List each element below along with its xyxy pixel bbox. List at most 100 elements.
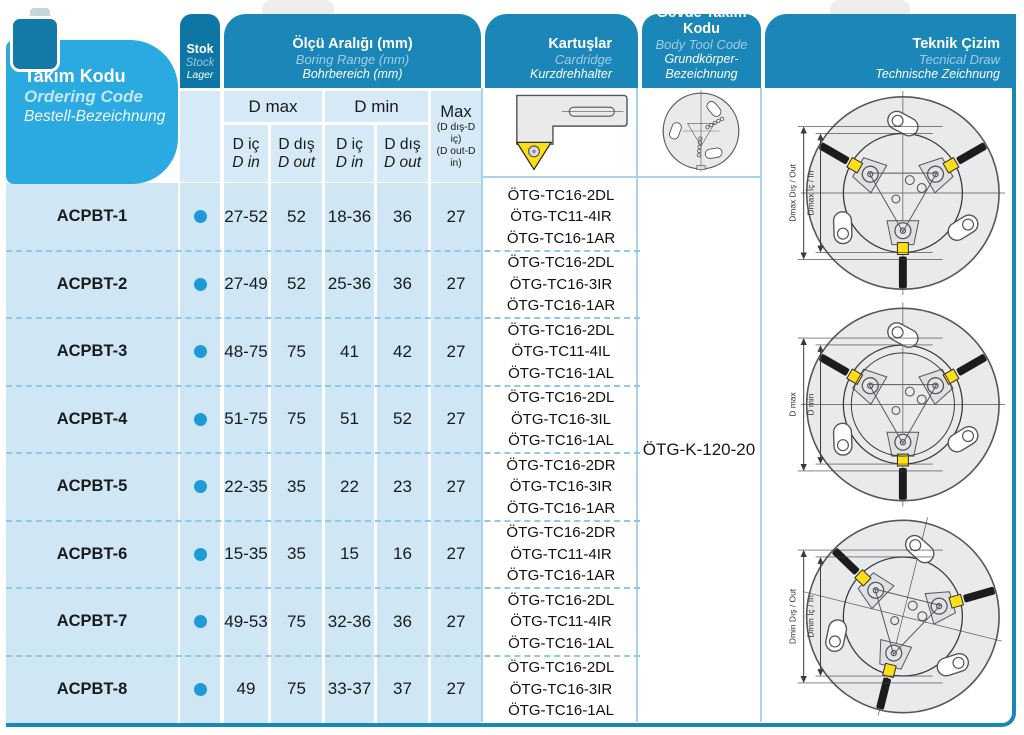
dmin-dout-value: 42: [377, 318, 428, 386]
body-tool-code-label-de: Grundkörper-Bezeichnung: [664, 52, 739, 81]
stock-indicator-dot: [193, 210, 207, 224]
ordering-code: ACPBT-6: [56, 544, 128, 563]
cartridge-code: ÖTG-TC16-1AR: [506, 229, 616, 247]
dmax-din-value: 48-75: [224, 318, 268, 386]
ordering-code-cell: ACPBT-3: [6, 318, 178, 386]
dmax-din-value: 22-35: [224, 453, 268, 521]
cartridge-cell: ÖTG-TC16-2DL ÖTG-TC11-4IR ÖTG-TC16-1AL: [484, 588, 638, 656]
technical-drawing-dmax-dmin: D max D min: [788, 301, 1006, 508]
dmin-din-value: 25-36: [325, 250, 374, 318]
cartridge-code: ÖTG-TC16-2DL: [507, 389, 615, 406]
cartridge-code: ÖTG-TC11-4IR: [510, 208, 612, 225]
stock-cell: [180, 588, 220, 656]
table-body: ACPBT-1 27-52 52 18-36 36 27 ÖTG-TC16-2D…: [6, 183, 640, 723]
max-value: 27: [431, 453, 481, 521]
dmin-dout-value: 36: [377, 588, 428, 656]
ordering-code-cell: ACPBT-4: [6, 385, 178, 453]
body-tool-code-label-en: Body Tool Code: [655, 37, 748, 52]
boring-range-label-de: Bohrbereich (mm): [302, 66, 403, 81]
cartridge-code: ÖTG-TC16-2DL: [507, 659, 615, 676]
cartridge-cell: ÖTG-TC16-2DL ÖTG-TC16-3IR ÖTG-TC16-1AR: [484, 251, 638, 319]
column-divider: [481, 88, 483, 722]
d-out-label: D out: [383, 153, 422, 171]
cartridge-code: ÖTG-TC16-2DL: [507, 321, 615, 339]
stock-indicator-dot: [193, 277, 207, 291]
cartridge-cell: ÖTG-TC16-2DL ÖTG-TC16-3IL ÖTG-TC16-1AL: [484, 386, 638, 454]
technical-drawing-dmax-out-in: Dmax Dış / Out Dmax İç / In: [788, 90, 1006, 296]
dmax-din-value: 49-53: [224, 588, 268, 656]
dmax-dout-value: 52: [271, 250, 322, 318]
d-dis-label: D dış: [384, 135, 421, 153]
stock-label-tr: Stok: [186, 42, 214, 56]
title-de: Bestell-Bezeichnung: [24, 108, 166, 125]
table-row: ACPBT-3 48-75 75 41 42 27 ÖTG-TC16-2DL Ö…: [6, 318, 640, 386]
stock-label-en: Stock: [185, 56, 215, 69]
tool-body-drawing: [662, 89, 740, 173]
cartridge-code: ÖTG-TC16-2DR: [506, 524, 616, 541]
table-row: ACPBT-7 49-53 75 32-36 36 27 ÖTG-TC16-2D…: [6, 588, 640, 656]
dmin-din-value: 15: [325, 520, 374, 588]
dmin-dout-value: 37: [377, 655, 428, 723]
ordering-code: ACPBT-3: [56, 342, 128, 361]
stock-indicator-dot: [193, 480, 207, 494]
stock-cell: [180, 453, 220, 521]
dmin-din-value: 32-36: [325, 588, 374, 656]
dmin-din-header: D iç D in: [325, 125, 374, 182]
dmax-din-value: 51-75: [224, 385, 268, 453]
dmin-dout-value: 16: [377, 520, 428, 588]
technical-draw-label-de: Technische Zeichnung: [875, 66, 1000, 81]
table-row: ACPBT-1 27-52 52 18-36 36 27 ÖTG-TC16-2D…: [6, 183, 640, 251]
ghost-tab: [830, 0, 910, 14]
cartridge-code: ÖTG-TC16-3IL: [510, 410, 612, 428]
column-divider: [636, 88, 638, 722]
boring-range-label-tr: Ölçü Aralığı (mm): [292, 35, 413, 52]
cartridge-code: ÖTG-TC16-1AL: [508, 432, 614, 449]
max-value: 27: [431, 655, 481, 723]
dim-label-inner: Dmax İç / In: [806, 170, 816, 215]
d-ic-label: D iç: [336, 135, 363, 153]
ordering-code-cell: ACPBT-1: [6, 183, 178, 251]
header-divider: [481, 176, 762, 178]
cartridges-label-tr: Kartuşlar: [548, 35, 612, 52]
column-header-stock: Stok Stock Lager: [180, 14, 220, 88]
cartridge-code: ÖTG-TC16-1AR: [506, 297, 616, 314]
cartridge-code: ÖTG-TC11-4IR: [510, 545, 612, 563]
dmax-dout-value: 52: [271, 183, 322, 251]
technical-draw-label-en: Tecnical Draw: [918, 51, 1000, 67]
ordering-code-cell: ACPBT-8: [6, 655, 178, 723]
title-en: Ordering Code: [24, 87, 144, 106]
cartridge-code: ÖTG-TC16-1AR: [506, 567, 616, 584]
cartridges-label-de: Kurzdrehhalter: [530, 66, 612, 81]
ordering-code-cell: ACPBT-6: [6, 520, 178, 588]
ordering-code: ACPBT-8: [56, 679, 128, 698]
dim-label-outer: Dmin Dış / Out: [788, 588, 798, 644]
d-dis-label: D dış: [278, 135, 315, 153]
column-header-body-tool-code: Gövde Takım Kodu Body Tool Code Grundkör…: [642, 5, 761, 88]
max-value: 27: [431, 520, 481, 588]
cartridge-cell: ÖTG-TC16-2DR ÖTG-TC11-4IR ÖTG-TC16-1AR: [484, 521, 638, 589]
stock-cell: [180, 520, 220, 588]
ghost-tab: [262, 0, 334, 14]
stock-cell: [180, 655, 220, 723]
dim-label-outer: Dmax Dış / Out: [788, 164, 798, 222]
ordering-code: ACPBT-5: [56, 477, 128, 496]
dim-label-inner: Dmin İç / In: [806, 595, 816, 638]
d-ic-label: D iç: [232, 135, 260, 153]
max-value: 27: [431, 250, 481, 318]
dmin-dout-value: 36: [377, 250, 428, 318]
dmin-din-value: 41: [325, 318, 374, 386]
dmin-group-header: D min: [325, 91, 428, 122]
table-row: ACPBT-6 15-35 35 15 16 27 ÖTG-TC16-2DR Ö…: [6, 520, 640, 589]
table-outer-frame: [6, 14, 1016, 727]
column-header-boring-range: Ölçü Aralığı (mm) Boring Range (mm) Bohr…: [224, 14, 481, 88]
stock-label-de: Lager: [186, 69, 214, 81]
ordering-code: ACPBT-7: [56, 612, 128, 631]
dmin-din-value: 51: [325, 385, 374, 453]
stock-indicator-dot: [193, 615, 207, 629]
cartridge-code: ÖTG-TC16-2DL: [507, 254, 615, 271]
column-header-technical-draw: Teknik Çizim Tecnical Draw Technische Ze…: [765, 14, 1016, 88]
max-value: 27: [431, 385, 481, 453]
ordering-code: ACPBT-1: [56, 207, 128, 226]
dim-label-outer: D max: [788, 392, 798, 417]
